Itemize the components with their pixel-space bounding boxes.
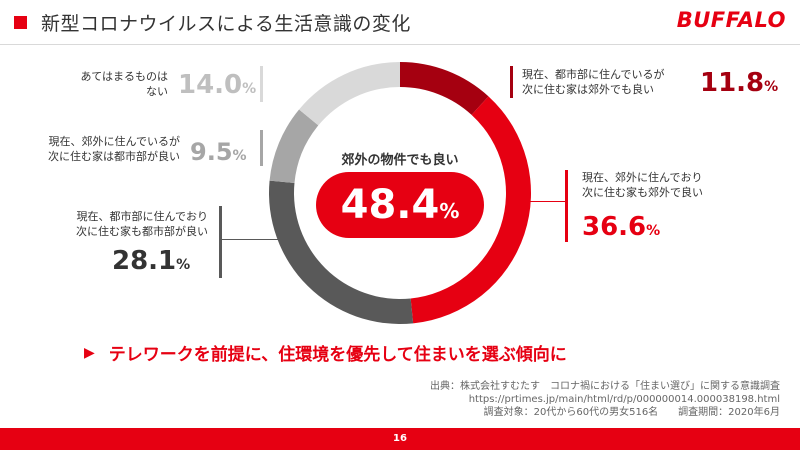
- source-note: 出典：株式会社すむたす コロナ禍における「住まい選び」に関する意識調査 http…: [430, 380, 780, 419]
- slice-value-2-unit: %: [176, 257, 191, 273]
- slice-value-4-unit: %: [242, 81, 257, 97]
- headline-text: テレワークを前提に、住環境を優先して住まいを選ぶ傾向に: [108, 345, 567, 365]
- donut-slice-4: [299, 62, 400, 126]
- slice-value-1-unit: %: [646, 223, 661, 239]
- callout-line-2: [222, 239, 282, 240]
- title-marker: [14, 16, 27, 29]
- donut-slice-0: [400, 62, 489, 115]
- slice-value-2-number: 28.1: [112, 246, 177, 276]
- slice-value-0: 11.8%: [700, 68, 778, 98]
- slice-label-2: 現在、都市部に住んでおり 次に住む家も都市部が良い: [76, 210, 208, 238]
- slice-value-4-number: 14.0: [178, 70, 243, 100]
- slice-value-0-unit: %: [764, 79, 779, 95]
- buffalo-logo: BUFFALO: [676, 8, 786, 32]
- donut-slice-1: [410, 96, 532, 324]
- slice-value-0-number: 11.8: [700, 68, 765, 98]
- callout-bar-1: [565, 170, 568, 242]
- slice-label-4: あてはまるものは ない: [80, 70, 168, 98]
- center-unit: %: [439, 199, 460, 223]
- slice-value-3-number: 9.5: [190, 138, 233, 166]
- headline: ▶ テレワークを前提に、住環境を優先して住まいを選ぶ傾向に: [84, 340, 567, 366]
- callout-bar-4: [260, 66, 263, 102]
- title-divider: [0, 44, 800, 45]
- center-value-pill: 48.4%: [316, 172, 484, 238]
- slide-title: 新型コロナウイルスによる生活意識の変化: [14, 9, 411, 36]
- slice-value-2: 28.1%: [112, 246, 190, 276]
- center-value: 48.4: [340, 182, 440, 228]
- slice-value-3: 9.5%: [190, 138, 247, 166]
- footer-bar: 16: [0, 428, 800, 450]
- source-line-3: 調査対象：20代から60代の男女516名 調査期間：2020年6月: [483, 407, 780, 418]
- callout-bar-0: [510, 66, 513, 98]
- callout-line-1: [520, 201, 565, 202]
- slice-value-4: 14.0%: [178, 70, 256, 100]
- slice-label-3: 現在、郊外に住んでいるが 次に住む家は都市部が良い: [48, 135, 180, 163]
- donut-slice-2: [269, 180, 414, 324]
- play-arrow-icon: ▶: [84, 344, 95, 361]
- slice-value-1-number: 36.6: [582, 212, 647, 242]
- slice-value-1: 36.6%: [582, 212, 660, 242]
- callout-bar-3: [260, 130, 263, 166]
- callout-bar-2: [219, 206, 222, 278]
- center-label: 郊外の物件でも良い: [341, 153, 459, 168]
- page-number: 16: [393, 433, 407, 444]
- source-link[interactable]: https://prtimes.jp/main/html/rd/p/000000…: [468, 394, 780, 405]
- slice-label-1: 現在、郊外に住んでおり 次に住む家も郊外で良い: [582, 171, 703, 199]
- page-title: 新型コロナウイルスによる生活意識の変化: [41, 13, 411, 35]
- slice-label-0: 現在、都市部に住んでいるが 次に住む家は郊外でも良い: [522, 68, 665, 96]
- donut-slice-3: [269, 109, 319, 184]
- source-line-1: 出典：株式会社すむたす コロナ禍における「住まい選び」に関する意識調査: [430, 381, 780, 392]
- slice-value-3-unit: %: [232, 148, 247, 164]
